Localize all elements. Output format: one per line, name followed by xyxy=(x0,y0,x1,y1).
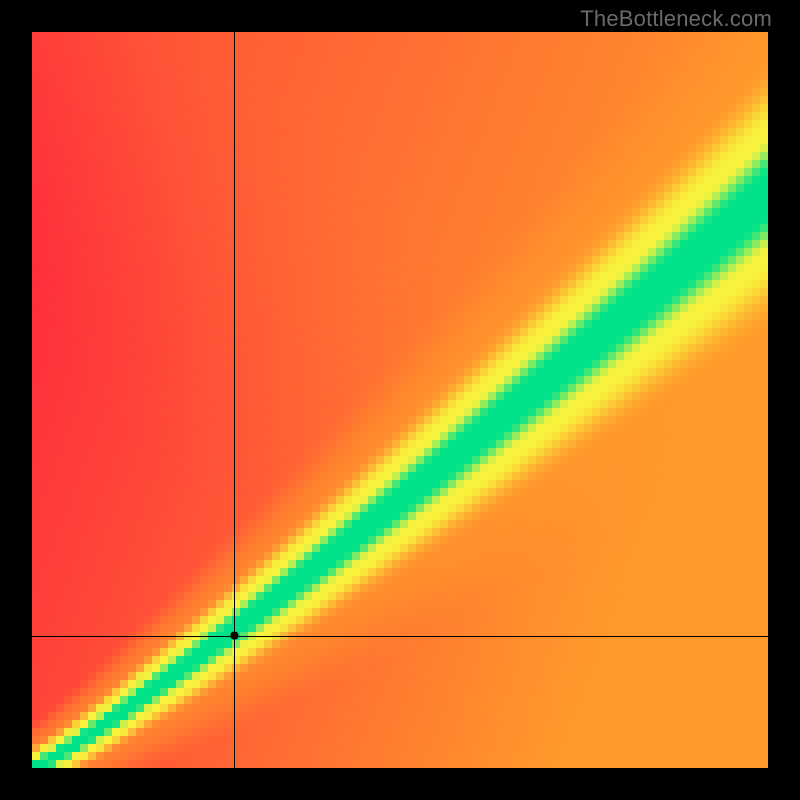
heatmap-plot xyxy=(32,32,768,768)
heatmap-overlay xyxy=(32,32,768,768)
watermark-text: TheBottleneck.com xyxy=(580,6,772,32)
chart-frame: TheBottleneck.com xyxy=(0,0,800,800)
